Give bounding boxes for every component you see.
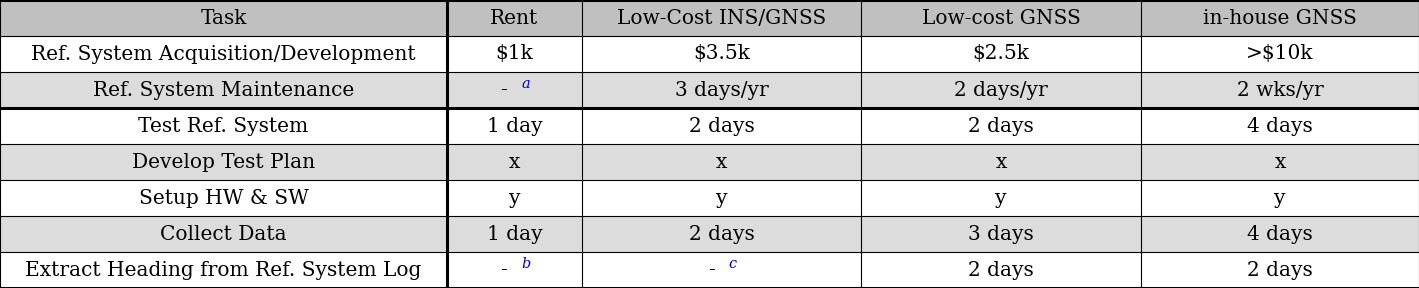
Text: a: a	[522, 77, 531, 90]
Text: Test Ref. System: Test Ref. System	[139, 117, 308, 135]
Text: 2 days: 2 days	[968, 261, 1034, 279]
Text: 4 days: 4 days	[1247, 225, 1313, 243]
Text: >$10k: >$10k	[1246, 45, 1314, 63]
Bar	[0, 108, 1419, 144]
Bar	[0, 252, 1419, 288]
Bar	[0, 0, 1419, 36]
Text: 2 wks/yr: 2 wks/yr	[1236, 81, 1324, 99]
Text: -: -	[501, 81, 508, 99]
Bar	[0, 144, 1419, 180]
Text: 2 days: 2 days	[688, 225, 755, 243]
Text: y: y	[715, 189, 728, 207]
Text: Task: Task	[200, 9, 247, 27]
Text: in-house GNSS: in-house GNSS	[1203, 9, 1357, 27]
Text: -: -	[501, 261, 508, 279]
Text: x: x	[995, 153, 1007, 171]
Text: Ref. System Maintenance: Ref. System Maintenance	[92, 81, 355, 99]
Text: -: -	[708, 261, 714, 279]
Bar	[0, 180, 1419, 216]
Text: 4 days: 4 days	[1247, 117, 1313, 135]
Text: Develop Test Plan: Develop Test Plan	[132, 153, 315, 171]
Text: Low-Cost INS/GNSS: Low-Cost INS/GNSS	[617, 9, 826, 27]
Text: $2.5k: $2.5k	[972, 45, 1030, 63]
Text: $3.5k: $3.5k	[692, 45, 751, 63]
Bar	[0, 216, 1419, 252]
Text: $1k: $1k	[495, 45, 534, 63]
Bar	[0, 72, 1419, 108]
Text: Rent: Rent	[490, 9, 539, 27]
Text: Extract Heading from Ref. System Log: Extract Heading from Ref. System Log	[26, 261, 421, 279]
Text: x: x	[1274, 153, 1286, 171]
Text: 2 days: 2 days	[688, 117, 755, 135]
Text: b: b	[522, 257, 531, 270]
Text: 2 days: 2 days	[968, 117, 1034, 135]
Text: y: y	[1274, 189, 1286, 207]
Text: Ref. System Acquisition/Development: Ref. System Acquisition/Development	[31, 45, 416, 63]
Text: 3 days/yr: 3 days/yr	[674, 81, 769, 99]
Text: Low-cost GNSS: Low-cost GNSS	[922, 9, 1080, 27]
Text: Setup HW & SW: Setup HW & SW	[139, 189, 308, 207]
Text: x: x	[508, 153, 521, 171]
Text: 2 days: 2 days	[1247, 261, 1313, 279]
Text: c: c	[729, 257, 736, 270]
Text: 1 day: 1 day	[487, 225, 542, 243]
Text: y: y	[508, 189, 521, 207]
Bar	[0, 36, 1419, 72]
Text: x: x	[715, 153, 728, 171]
Text: Collect Data: Collect Data	[160, 225, 287, 243]
Text: 2 days/yr: 2 days/yr	[954, 81, 1049, 99]
Text: y: y	[995, 189, 1007, 207]
Text: 3 days: 3 days	[968, 225, 1034, 243]
Text: 1 day: 1 day	[487, 117, 542, 135]
